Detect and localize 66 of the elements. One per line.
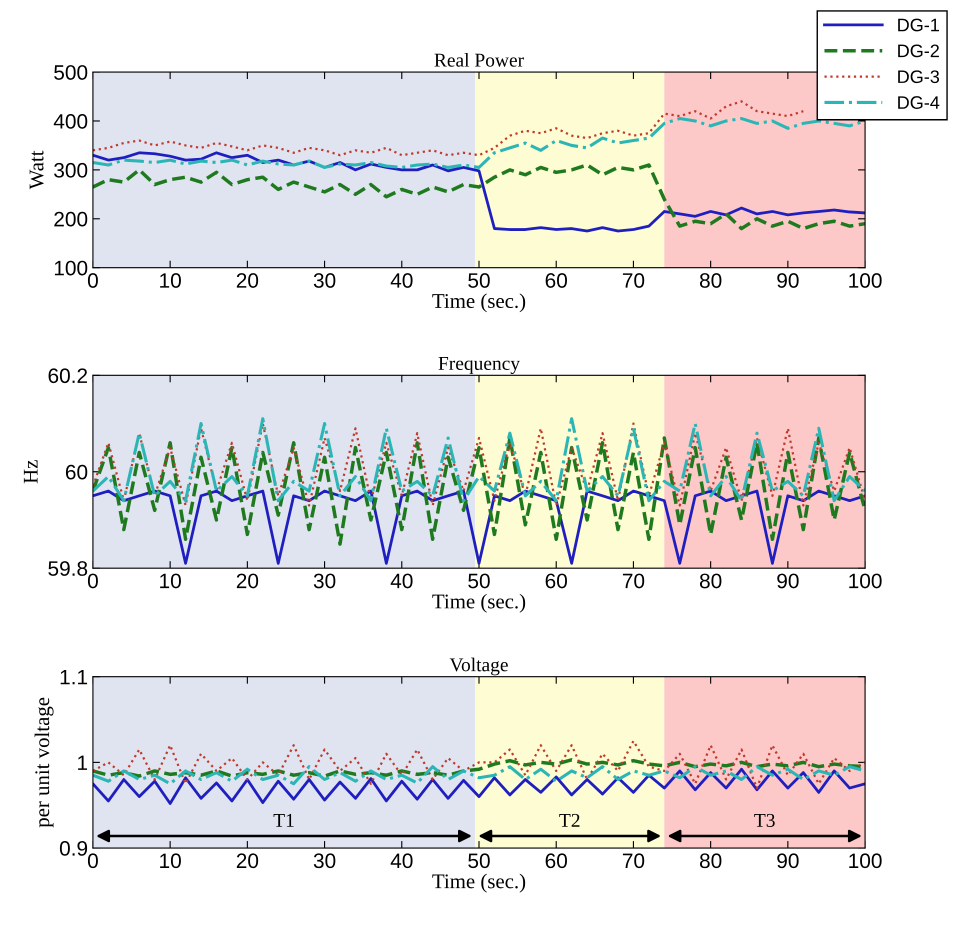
x-tick-label: 80: [700, 273, 722, 288]
y-tick-label: 200: [54, 212, 88, 227]
x-tick-label: 50: [468, 273, 490, 288]
y-axis-title: Watt: [30, 150, 44, 190]
chart-title: Voltage: [450, 658, 508, 676]
x-tick-label: 10: [160, 273, 181, 288]
y-tick-label: 0.9: [60, 841, 88, 856]
y-axis-title: per unit voltage: [34, 698, 54, 828]
x-tick-label: 100: [849, 853, 882, 868]
line-series: [92, 151, 866, 232]
annotation: T3: [754, 814, 775, 827]
y-tick-label: 400: [54, 114, 88, 129]
annotation: T2: [559, 814, 580, 827]
x-axis-title: Time (sec.): [432, 293, 526, 312]
x-tick-label: 90: [777, 574, 799, 588]
x-tick-label: 0: [88, 273, 98, 288]
x-tick-label: 40: [390, 273, 413, 288]
x-tick-label: 40: [390, 574, 413, 588]
x-tick-label: 30: [314, 273, 336, 288]
x-tick-label: 30: [314, 574, 336, 588]
x-tick-label: 70: [622, 273, 644, 288]
x-tick-label: 80: [700, 574, 722, 588]
line-series: [92, 436, 866, 546]
line-series: [92, 740, 866, 790]
x-tick-label: 90: [777, 273, 799, 288]
x-tick-label: 0: [88, 853, 98, 868]
y-tick-label: 1.1: [60, 670, 88, 684]
x-axis-title: Time (sec.): [432, 594, 526, 613]
x-tick-label: 70: [622, 574, 644, 588]
y-axis-title: Hz: [24, 460, 38, 484]
chart-title: Frequency: [438, 357, 520, 374]
x-tick-label: 60: [546, 574, 567, 588]
x-tick-label: 40: [390, 853, 413, 868]
line-series: [92, 100, 804, 156]
x-axis-title: Time (sec.): [432, 874, 526, 893]
legend-label: DG-2: [898, 44, 939, 58]
y-tick-label: 60: [66, 464, 88, 480]
x-tick-label: 100: [849, 273, 882, 288]
y-tick-label: 59.8: [48, 561, 88, 576]
y-tick-label: 60.2: [48, 368, 88, 384]
legend-label: DG-3: [898, 70, 940, 84]
x-tick-label: 60: [546, 853, 567, 868]
x-tick-label: 20: [236, 574, 258, 588]
x-tick-label: 60: [546, 273, 567, 288]
chart-title: Real Power: [434, 53, 524, 67]
x-tick-label: 0: [88, 574, 98, 588]
y-tick-label: 1: [78, 756, 88, 770]
legend-label: DG-1: [898, 18, 939, 32]
annotation: T1: [274, 814, 294, 827]
x-tick-label: 90: [777, 853, 799, 868]
line-series: [92, 768, 866, 805]
x-tick-label: 10: [160, 574, 181, 588]
x-tick-label: 50: [468, 853, 490, 868]
x-tick-label: 10: [160, 853, 181, 868]
legend-label: DG-4: [898, 96, 940, 109]
x-tick-label: 100: [849, 574, 882, 588]
x-tick-label: 70: [622, 853, 644, 868]
x-tick-label: 50: [468, 574, 490, 588]
x-tick-label: 20: [236, 273, 258, 288]
y-tick-label: 100: [54, 260, 88, 276]
y-tick-label: 300: [54, 162, 88, 178]
y-tick-label: 500: [54, 65, 88, 80]
x-tick-label: 20: [236, 853, 258, 868]
x-tick-label: 30: [314, 853, 336, 868]
x-tick-label: 80: [700, 853, 722, 868]
line-series: [92, 163, 866, 230]
